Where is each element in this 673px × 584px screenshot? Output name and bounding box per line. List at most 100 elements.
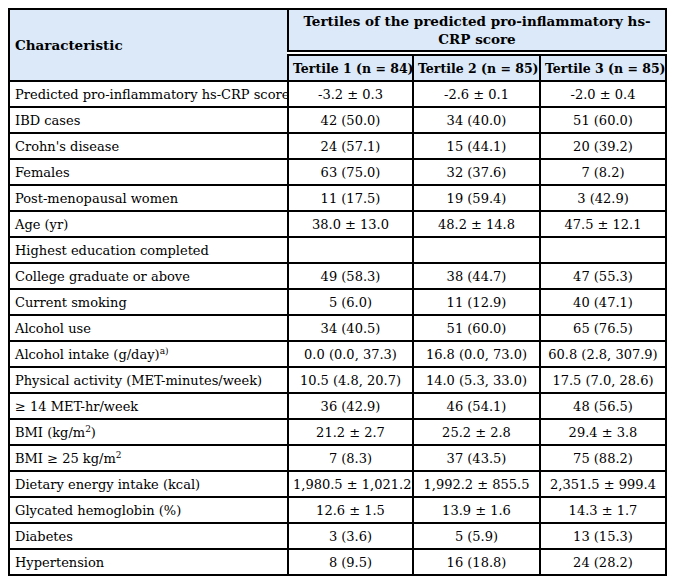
cell-value: 3 (3.6) <box>288 523 413 549</box>
table-row: IBD cases 42 (50.0) 34 (40.0) 51 (60.0) <box>9 107 666 133</box>
table-row: Crohn's disease 24 (57.1) 15 (44.1) 20 (… <box>9 133 666 159</box>
row-label-text: BMI ≥ 25 kg/m <box>15 451 116 466</box>
cell-value: 24 (57.1) <box>288 133 413 159</box>
cell-value: 13 (15.3) <box>540 523 666 549</box>
cell-value: 2,351.5 ± 999.4 <box>540 471 666 497</box>
row-label: Physical activity (MET-minutes/week) <box>9 367 288 393</box>
cell-value: 29.4 ± 3.8 <box>540 419 666 445</box>
cell-value: 14.3 ± 1.7 <box>540 497 666 523</box>
cell-value: 16.8 (0.0, 73.0) <box>413 341 540 367</box>
table-row: Age (yr) 38.0 ± 13.0 48.2 ± 14.8 47.5 ± … <box>9 211 666 237</box>
table-row: Post-menopausal women 11 (17.5) 19 (59.4… <box>9 185 666 211</box>
table-row: Females 63 (75.0) 32 (37.6) 7 (8.2) <box>9 159 666 185</box>
tertiles-group-header: Tertiles of the predicted pro-inflammato… <box>288 9 666 53</box>
row-label: Dietary energy intake (kcal) <box>9 471 288 497</box>
cell-value: 34 (40.5) <box>288 315 413 341</box>
row-label-text: Glycated hemoglobin (%) <box>15 503 181 518</box>
cell-value: 0.0 (0.0, 37.3) <box>288 341 413 367</box>
cell-value: 5 (5.9) <box>413 523 540 549</box>
cell-value: 24 (28.2) <box>540 549 666 575</box>
row-label-text: Highest education completed <box>15 243 209 258</box>
cell-value: 32 (37.6) <box>413 159 540 185</box>
table-row: Diabetes 3 (3.6) 5 (5.9) 13 (15.3) <box>9 523 666 549</box>
cell-value: 25.2 ± 2.8 <box>413 419 540 445</box>
cell-value: 21.2 ± 2.7 <box>288 419 413 445</box>
cell-value: 48.2 ± 14.8 <box>413 211 540 237</box>
row-label-sup: a) <box>160 346 169 356</box>
tertile-1-header: Tertile 1 (n = 84) <box>288 53 413 81</box>
table-row: Highest education completed <box>9 237 666 263</box>
row-label: ≥ 14 MET-hr/week <box>9 393 288 419</box>
cell-value: 5 (6.0) <box>288 289 413 315</box>
row-label-text: Current smoking <box>15 295 127 310</box>
row-label: Glycated hemoglobin (%) <box>9 497 288 523</box>
cell-value <box>540 237 666 263</box>
row-label-text: Age (yr) <box>15 217 68 232</box>
row-label: Diabetes <box>9 523 288 549</box>
cell-value: 20 (39.2) <box>540 133 666 159</box>
row-label: Hypertension <box>9 549 288 575</box>
cell-value: 16 (18.8) <box>413 549 540 575</box>
row-label: Post-menopausal women <box>9 185 288 211</box>
row-label: Predicted pro-inflammatory hs-CRP score <box>9 81 288 107</box>
row-label-text: Females <box>15 165 70 180</box>
row-label: BMI ≥ 25 kg/m2 <box>9 445 288 471</box>
cell-value: 7 (8.2) <box>540 159 666 185</box>
cell-value: 65 (76.5) <box>540 315 666 341</box>
tertile-2-header: Tertile 2 (n = 85) <box>413 53 540 81</box>
row-label-post: ) <box>91 425 96 440</box>
cell-value: 37 (43.5) <box>413 445 540 471</box>
row-label-text: College graduate or above <box>15 269 190 284</box>
cell-value: 17.5 (7.0, 28.6) <box>540 367 666 393</box>
cell-value: 63 (75.0) <box>288 159 413 185</box>
row-label-text: Dietary energy intake (kcal) <box>15 477 200 492</box>
row-label-text: BMI (kg/m <box>15 425 85 440</box>
row-label-text: Alcohol intake (g/day) <box>15 347 160 362</box>
tertile-3-header: Tertile 3 (n = 85) <box>540 53 666 81</box>
table-row: ≥ 14 MET-hr/week 36 (42.9) 46 (54.1) 48 … <box>9 393 666 419</box>
row-label-text: Predicted pro-inflammatory hs-CRP score <box>15 87 288 102</box>
cell-value: 51 (60.0) <box>540 107 666 133</box>
cell-value: 1,992.2 ± 855.5 <box>413 471 540 497</box>
cell-value: 47 (55.3) <box>540 263 666 289</box>
cell-value: 51 (60.0) <box>413 315 540 341</box>
cell-value: 10.5 (4.8, 20.7) <box>288 367 413 393</box>
table-body: Predicted pro-inflammatory hs-CRP score … <box>9 81 666 575</box>
table-row: Physical activity (MET-minutes/week) 10.… <box>9 367 666 393</box>
cell-value: 15 (44.1) <box>413 133 540 159</box>
cell-value: 11 (17.5) <box>288 185 413 211</box>
table-row: Alcohol intake (g/day)a) 0.0 (0.0, 37.3)… <box>9 341 666 367</box>
row-label-text: ≥ 14 MET-hr/week <box>15 399 138 414</box>
table-row: Hypertension 8 (9.5) 16 (18.8) 24 (28.2) <box>9 549 666 575</box>
row-label: IBD cases <box>9 107 288 133</box>
characteristic-header: Characteristic <box>9 9 288 81</box>
table-row: Alcohol use 34 (40.5) 51 (60.0) 65 (76.5… <box>9 315 666 341</box>
cell-value: 13.9 ± 1.6 <box>413 497 540 523</box>
row-label: Highest education completed <box>9 237 288 263</box>
cell-value: 38 (44.7) <box>413 263 540 289</box>
cell-value <box>413 237 540 263</box>
table-row: Dietary energy intake (kcal) 1,980.5 ± 1… <box>9 471 666 497</box>
cell-value: 12.6 ± 1.5 <box>288 497 413 523</box>
cell-value: 38.0 ± 13.0 <box>288 211 413 237</box>
row-label: Crohn's disease <box>9 133 288 159</box>
cell-value: 42 (50.0) <box>288 107 413 133</box>
cell-value: 7 (8.3) <box>288 445 413 471</box>
cell-value: 46 (54.1) <box>413 393 540 419</box>
header-row-group: Characteristic Tertiles of the predicted… <box>9 9 666 53</box>
cell-value: 1,980.5 ± 1,021.2 <box>288 471 413 497</box>
cell-value: 14.0 (5.3, 33.0) <box>413 367 540 393</box>
cell-value: 8 (9.5) <box>288 549 413 575</box>
row-label-text: IBD cases <box>15 113 80 128</box>
cell-value: -3.2 ± 0.3 <box>288 81 413 107</box>
cell-value <box>288 237 413 263</box>
cell-value: 19 (59.4) <box>413 185 540 211</box>
table-row: Current smoking 5 (6.0) 11 (12.9) 40 (47… <box>9 289 666 315</box>
row-label: College graduate or above <box>9 263 288 289</box>
row-label: BMI (kg/m2) <box>9 419 288 445</box>
row-label-text: Alcohol use <box>15 321 91 336</box>
row-label-sup: 2 <box>116 450 122 460</box>
cell-value: 3 (42.9) <box>540 185 666 211</box>
cell-value: 47.5 ± 12.1 <box>540 211 666 237</box>
cell-value: 60.8 (2.8, 307.9) <box>540 341 666 367</box>
